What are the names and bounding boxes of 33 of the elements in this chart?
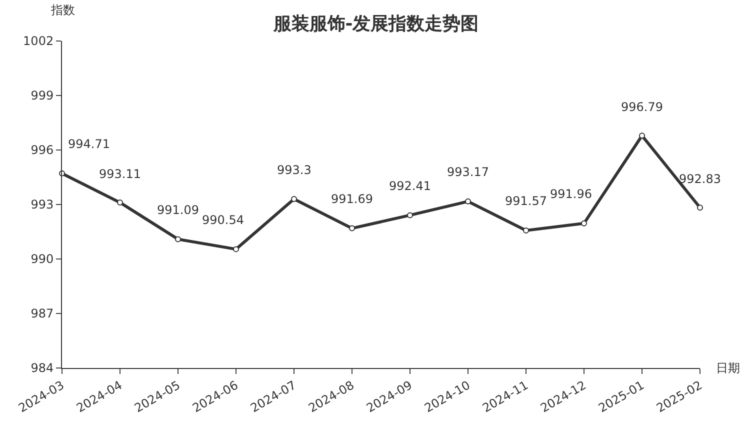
point [407, 212, 413, 218]
point [117, 200, 123, 206]
data-label: 993.11 [99, 167, 141, 181]
data-label: 992.41 [389, 179, 431, 193]
data-label: 993.3 [277, 163, 312, 177]
y-tick-label: 990 [30, 252, 54, 266]
y-tick-label: 987 [30, 306, 54, 321]
y-tick-label: 993 [30, 198, 54, 212]
point [291, 196, 297, 202]
data-label: 991.09 [157, 203, 199, 217]
y-tick-label: 999 [30, 88, 54, 103]
data-label: 994.71 [68, 137, 110, 151]
chart-title: 服装服饰-发展指数走势图 [272, 14, 479, 35]
y-axis-title: 指数 [50, 3, 75, 17]
y-tick-label: 996 [30, 143, 54, 158]
data-label: 991.57 [505, 194, 547, 208]
point [233, 246, 239, 252]
point [465, 198, 471, 204]
point [697, 204, 703, 211]
point [523, 227, 529, 234]
y-tick-label: 984 [30, 361, 54, 376]
data-label: 990.54 [202, 213, 244, 227]
data-label: 992.83 [679, 172, 721, 186]
data-label: 991.69 [331, 192, 373, 206]
data-label: 996.79 [621, 100, 663, 114]
point [349, 225, 355, 232]
point [581, 220, 587, 226]
y-tick-label: 1002 [23, 34, 54, 48]
data-label: 993.17 [447, 165, 489, 179]
x-axis-title: 日期 [716, 361, 740, 375]
data-label: 991.96 [550, 187, 592, 201]
point [175, 236, 181, 242]
point [639, 132, 645, 139]
